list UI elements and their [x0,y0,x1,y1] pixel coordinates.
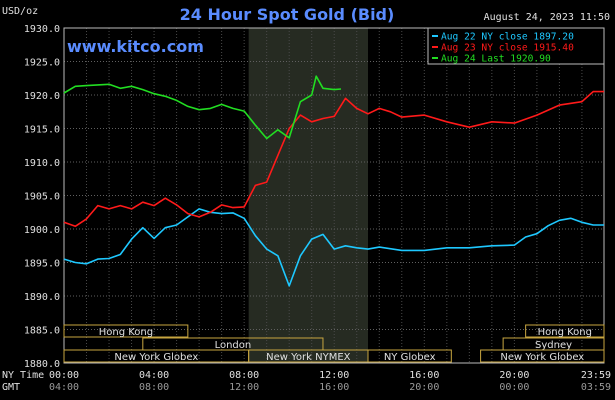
y-tick-label: 1930.0 [24,24,60,35]
y-tick-label: 1925.0 [24,58,60,69]
x-tick-label-gmt: 08:00 [139,382,169,393]
x-tick-label-gmt: 00:00 [499,382,529,393]
legend-entry: Aug 23 NY close 1915.40 [441,43,574,54]
y-tick-label: 1920.0 [24,91,60,102]
market-session-box [367,349,452,363]
market-session-label: Hong Kong [538,327,592,338]
y-tick-label: 1890.0 [24,292,60,303]
plot-area: 1930.0 1925.0 1920.0 1915.0 1910.0 1905.0 1900… [24,24,605,370]
x-axis: 00:0004:0004:0008:0008:0012:0012:0016:00… [49,370,611,393]
y-tick-label: 1915.0 [24,125,60,136]
y-tick-label: 1905.0 [24,192,60,203]
website-label: www.kitco.com [67,37,204,56]
x-row-label-gmt: GMT [2,382,20,393]
market-session-box [480,349,605,363]
market-session-label: New York Globex [114,352,198,363]
market-session-label: Sydney [535,340,572,351]
x-tick-label-ny: 08:00 [229,370,259,381]
y-tick-label: 1900.0 [24,225,60,236]
market-session-label: New York Globex [500,352,584,363]
chart-title: 24 Hour Spot Gold (Bid) [180,5,395,24]
chart-timestamp: August 24, 2023 11:50 [484,12,610,23]
x-tick-label-ny: 20:00 [499,370,529,381]
x-tick-label-gmt: 04:00 [49,382,79,393]
legend-entry: Aug 22 NY close 1897.20 [441,32,574,43]
y-unit-label: USD/oz [2,6,38,17]
market-session-label: London [215,340,252,351]
y-tick-label: 1880.0 [24,359,60,370]
x-tick-label-gmt: 16:00 [319,382,349,393]
x-tick-label-ny: 16:00 [409,370,439,381]
market-session-label: NY Globex [384,352,436,363]
y-tick-label: 1910.0 [24,158,60,169]
y-tick-label: 1895.0 [24,259,60,270]
legend-entry: Aug 24 Last 1920.90 [441,54,551,65]
x-tick-label-ny: 23:59 [581,370,611,381]
y-tick-label: 1885.0 [24,326,60,337]
nymex-shaded-period [248,28,369,363]
x-tick-label-ny: 00:00 [49,370,79,381]
x-tick-label-ny: 04:00 [139,370,169,381]
legend-box [427,27,605,65]
series-line [63,90,604,228]
x-tick-label-gmt: 03:59 [581,382,611,393]
plot-frame [63,27,605,364]
series-line [63,75,342,140]
x-tick-label-gmt: 12:00 [229,382,259,393]
x-tick-label-gmt: 20:00 [409,382,439,393]
market-session-label: New York NYMEX [266,352,351,363]
x-tick-label-ny: 12:00 [319,370,349,381]
x-row-label-ny: NY Time [2,370,44,381]
market-session-box [63,324,189,338]
market-session-label: Hong Kong [99,327,153,338]
series-line [63,208,604,287]
market-session-box [525,324,605,338]
